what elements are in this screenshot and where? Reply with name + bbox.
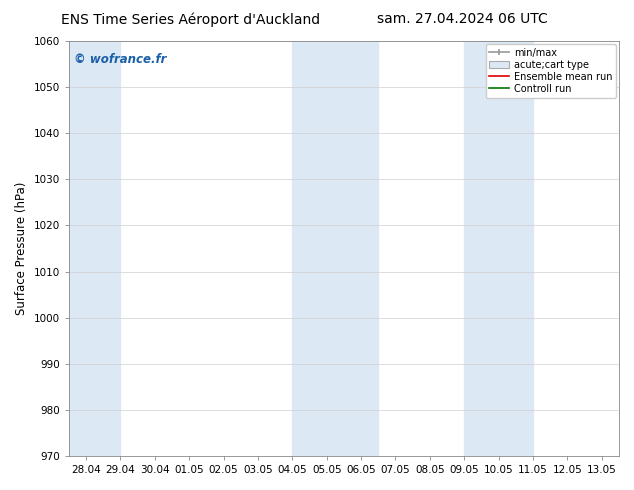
Y-axis label: Surface Pressure (hPa): Surface Pressure (hPa) xyxy=(15,182,28,315)
Bar xyxy=(464,41,533,456)
Legend: min/max, acute;cart type, Ensemble mean run, Controll run: min/max, acute;cart type, Ensemble mean … xyxy=(486,44,616,98)
Text: ENS Time Series Aéroport d'Auckland: ENS Time Series Aéroport d'Auckland xyxy=(61,12,320,27)
Text: © wofrance.fr: © wofrance.fr xyxy=(74,53,167,67)
Text: sam. 27.04.2024 06 UTC: sam. 27.04.2024 06 UTC xyxy=(377,12,548,26)
Bar xyxy=(292,41,378,456)
Bar xyxy=(69,41,120,456)
